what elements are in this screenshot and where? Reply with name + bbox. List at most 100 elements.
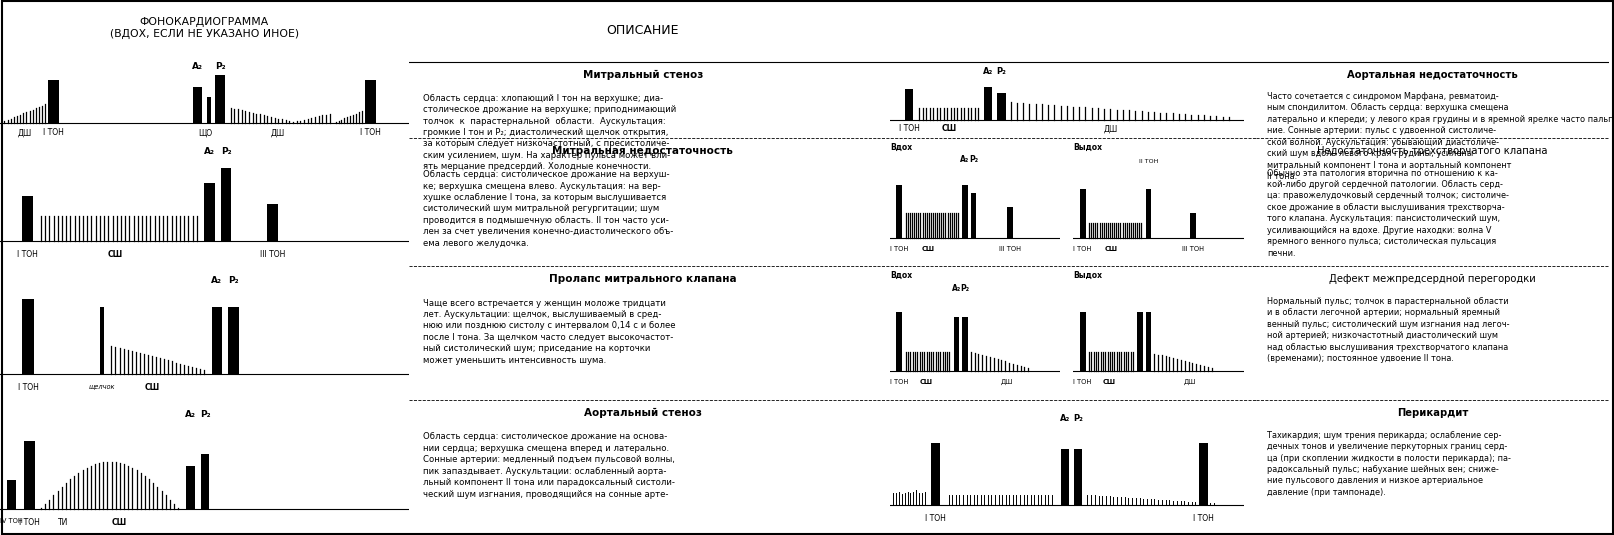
Bar [997,93,1006,120]
Bar [23,299,34,374]
Text: I ТОН: I ТОН [18,384,39,392]
Text: Обычно эта патология вторична по отношению к ка-
кой-либо другой сердечной патол: Обычно эта патология вторична по отношен… [1267,169,1507,258]
Text: III ТОН: III ТОН [997,246,1020,253]
Text: I ТОН: I ТОН [1073,379,1091,385]
Text: A₂: A₂ [211,276,223,285]
Bar [221,167,231,241]
Text: Чаще всего встречается у женщин моложе тридцати
лет. Аускультации: щелчок, выслу: Чаще всего встречается у женщин моложе т… [423,299,675,365]
Text: P₂: P₂ [200,410,210,419]
Bar [954,317,959,371]
Bar [211,307,223,374]
Text: СШ: СШ [922,246,935,253]
Text: II ТОН: II ТОН [1138,159,1157,164]
Text: ДШ: ДШ [270,128,284,137]
Text: I ТОН: I ТОН [18,250,39,259]
Text: Область сердца: систолическое дрожание на верхуш-
ке; верхушка смещена влево. Ау: Область сердца: систолическое дрожание н… [423,170,673,248]
Text: A₂: A₂ [983,67,993,76]
Text: Нормальный пульс; толчок в парастернальной области
и в области легочной артерии;: Нормальный пульс; толчок в парастернальн… [1267,297,1509,363]
Bar [24,441,34,509]
Text: P₂: P₂ [215,62,226,71]
Text: III ТОН: III ТОН [1181,246,1204,253]
Text: A₂: A₂ [203,147,215,156]
Text: I ТОН: I ТОН [889,246,907,253]
Text: I ТОН: I ТОН [925,514,946,523]
Bar [268,204,278,241]
Text: Выдох: Выдох [1072,143,1101,151]
Text: Область сердца: систолическое дрожание на основа-
нии сердца; верхушка смещена в: Область сердца: систолическое дрожание н… [423,432,675,499]
Text: СШ: СШ [1104,246,1117,253]
Text: ФОНОКАРДИОГРАММА
(ВДОХ, ЕСЛИ НЕ УКАЗАНО ИНОЕ): ФОНОКАРДИОГРАММА (ВДОХ, ЕСЛИ НЕ УКАЗАНО … [110,17,299,39]
Text: I ТОН: I ТОН [360,128,381,137]
Text: ЩО: ЩО [199,128,213,137]
Bar [970,193,976,238]
Bar [1190,213,1194,238]
Text: A₂: A₂ [192,62,203,71]
Text: Дефект межпредсердной перегородки: Дефект межпредсердной перегородки [1328,274,1535,285]
Text: ОПИСАНИЕ: ОПИСАНИЕ [607,24,678,37]
Bar [203,183,215,241]
Bar [48,80,60,123]
Bar [962,185,967,238]
Bar [8,480,16,509]
Bar [1078,312,1085,371]
Text: Аортальный стеноз: Аортальный стеноз [584,408,700,418]
Bar [1136,312,1141,371]
Text: III ТОН: III ТОН [260,250,286,259]
Text: P₂: P₂ [228,276,239,285]
Text: Часто сочетается с синдромом Марфана, ревматоид-
ным спондилитом. Область сердца: Часто сочетается с синдромом Марфана, ре… [1267,92,1614,181]
Text: СШ: СШ [145,384,160,392]
Text: ДШ: ДШ [1001,379,1012,385]
Bar [200,454,210,509]
Text: СШ: СШ [108,250,123,259]
Bar [962,317,967,371]
Text: ДШ: ДШ [1102,125,1117,133]
Text: ТИ: ТИ [58,518,68,527]
Text: СШ: СШ [918,379,931,385]
Bar [1199,443,1207,506]
Text: ДШ: ДШ [1183,379,1196,385]
Text: IV ТОН: IV ТОН [0,518,23,524]
Text: СШ: СШ [111,518,126,527]
Text: Перикардит: Перикардит [1396,408,1467,418]
Text: СШ: СШ [1102,379,1115,385]
Text: A₂: A₂ [184,410,195,419]
Text: I ТОН: I ТОН [889,379,907,385]
Bar [931,443,939,506]
Text: СШ: СШ [941,125,955,133]
Text: P₂: P₂ [221,147,231,156]
Text: I ТОН: I ТОН [44,128,65,137]
Text: Митральный стеноз: Митральный стеноз [583,70,702,80]
Text: A₂: A₂ [960,155,968,164]
Text: I ТОН: I ТОН [1073,246,1091,253]
Text: A₂: A₂ [951,284,960,293]
Bar [1060,449,1068,506]
Text: Выдох: Выдох [1072,271,1101,280]
Bar [896,185,902,238]
Bar [186,466,195,509]
Bar [1144,189,1151,238]
Bar [983,87,993,120]
Text: P₂: P₂ [996,67,1006,76]
Text: Вдох: Вдох [889,143,912,151]
Bar [904,88,914,120]
Text: Пролапс митрального клапана: Пролапс митрального клапана [549,274,736,285]
Bar [1078,189,1085,238]
Bar [192,87,202,123]
Text: Митральная недостаточность: Митральная недостаточность [552,146,733,156]
Bar [1007,207,1012,238]
Text: Аортальная недостаточность: Аортальная недостаточность [1346,70,1517,80]
Text: Область сердца: хлопающий I тон на верхушке; диа-
столическое дрожание на верхуш: Область сердца: хлопающий I тон на верху… [423,94,676,171]
Text: ДШ: ДШ [18,128,32,137]
Text: Вдох: Вдох [889,271,912,280]
Text: P₂: P₂ [1073,414,1083,423]
Text: P₂: P₂ [960,284,968,293]
Text: I ТОН: I ТОН [1193,514,1214,523]
Text: I ТОН: I ТОН [19,518,40,527]
Bar [1073,449,1081,506]
Bar [23,196,34,241]
Text: A₂: A₂ [1059,414,1070,423]
Text: Тахикардия; шум трения перикарда; ослабление сер-
дечных тонов и увеличение перк: Тахикардия; шум трения перикарда; ослабл… [1267,431,1511,497]
Text: Недостаточность трехстворчатого клапана: Недостаточность трехстворчатого клапана [1317,146,1546,156]
Text: щелчок: щелчок [89,384,115,389]
Bar [1144,312,1151,371]
